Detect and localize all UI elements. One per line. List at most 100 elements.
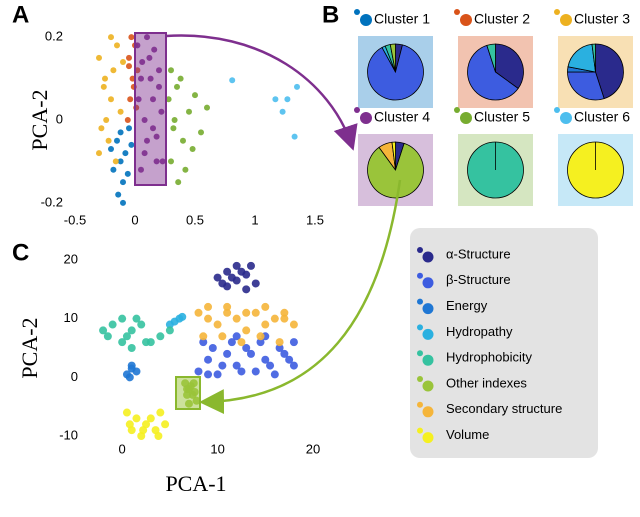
point bbox=[127, 96, 134, 103]
y-tick-label: 0 bbox=[56, 111, 63, 126]
panel-letter: A bbox=[12, 1, 29, 28]
point bbox=[126, 63, 132, 70]
point bbox=[251, 279, 260, 288]
point bbox=[165, 326, 174, 335]
legend-label: Other indexes bbox=[446, 375, 527, 390]
cluster-label: Cluster 6 bbox=[574, 109, 630, 125]
point bbox=[102, 75, 108, 82]
point bbox=[128, 34, 135, 41]
point bbox=[270, 370, 279, 379]
point bbox=[242, 326, 251, 335]
point bbox=[192, 92, 198, 99]
point bbox=[108, 320, 117, 329]
pie-slice bbox=[495, 43, 524, 90]
point bbox=[232, 361, 241, 370]
point bbox=[125, 420, 134, 429]
cluster-dot bbox=[560, 14, 572, 26]
point bbox=[153, 133, 160, 140]
point bbox=[122, 332, 131, 341]
highlight-box bbox=[175, 376, 201, 410]
y-tick-label: 10 bbox=[64, 310, 78, 325]
x-tick-label: 10 bbox=[210, 441, 224, 456]
legend-dot bbox=[422, 303, 434, 315]
point bbox=[126, 125, 132, 132]
point bbox=[232, 276, 241, 285]
y-tick-label: -0.2 bbox=[41, 194, 63, 209]
point bbox=[237, 267, 246, 276]
legend-dot bbox=[422, 328, 434, 340]
point bbox=[280, 308, 289, 317]
cluster-label: Cluster 5 bbox=[474, 109, 530, 125]
cluster-label: Cluster 3 bbox=[574, 11, 630, 27]
point bbox=[229, 77, 236, 84]
x-tick-label: 1.5 bbox=[306, 212, 324, 227]
point bbox=[237, 338, 246, 347]
point bbox=[128, 141, 135, 148]
point bbox=[246, 261, 255, 270]
x-tick-label: 0.5 bbox=[186, 212, 204, 227]
y-axis-label: PCA-2 bbox=[27, 89, 52, 150]
point bbox=[182, 166, 189, 173]
cluster-label: Cluster 1 bbox=[374, 11, 430, 27]
point bbox=[178, 312, 187, 321]
point bbox=[291, 133, 298, 140]
point bbox=[150, 125, 156, 132]
point bbox=[174, 83, 180, 90]
cluster-dot bbox=[354, 107, 360, 113]
point bbox=[175, 179, 182, 186]
legend-dot bbox=[422, 354, 434, 366]
point bbox=[122, 150, 129, 157]
legend-label: Secondary structure bbox=[446, 401, 562, 416]
point bbox=[98, 125, 105, 132]
point bbox=[117, 129, 124, 136]
point bbox=[110, 166, 117, 173]
point bbox=[118, 314, 127, 323]
pie-slice bbox=[367, 142, 424, 199]
point bbox=[154, 432, 163, 440]
point bbox=[256, 332, 265, 341]
point bbox=[96, 54, 102, 61]
point bbox=[170, 125, 177, 132]
legend-label: Energy bbox=[446, 298, 488, 313]
point bbox=[137, 320, 146, 329]
x-tick-label: 0 bbox=[119, 441, 126, 456]
point bbox=[251, 308, 260, 317]
point bbox=[115, 191, 122, 198]
point bbox=[117, 158, 124, 165]
point bbox=[127, 344, 136, 352]
legend-dot bbox=[417, 324, 423, 331]
point bbox=[213, 370, 222, 379]
legend-dot bbox=[422, 251, 434, 263]
y-tick-label: 20 bbox=[64, 251, 78, 266]
point bbox=[165, 96, 172, 103]
point bbox=[117, 108, 124, 115]
point bbox=[132, 367, 141, 376]
y-tick-label: 0 bbox=[71, 369, 78, 384]
point bbox=[242, 344, 251, 352]
point bbox=[204, 370, 213, 379]
pie-slice bbox=[389, 43, 396, 73]
point bbox=[146, 54, 153, 61]
point bbox=[124, 170, 131, 177]
point bbox=[204, 104, 210, 111]
point bbox=[99, 326, 108, 335]
point bbox=[213, 320, 222, 329]
point bbox=[161, 420, 170, 429]
point bbox=[138, 75, 144, 82]
point bbox=[261, 355, 270, 364]
point bbox=[144, 137, 150, 144]
point bbox=[158, 108, 165, 115]
point bbox=[218, 332, 227, 341]
point bbox=[168, 67, 174, 74]
point bbox=[118, 338, 127, 347]
point bbox=[120, 199, 126, 206]
point bbox=[114, 42, 120, 49]
cluster-dot bbox=[360, 14, 372, 26]
point bbox=[199, 332, 208, 341]
point bbox=[108, 34, 114, 41]
point bbox=[232, 261, 241, 270]
point bbox=[132, 414, 141, 423]
point bbox=[122, 408, 131, 417]
pie-slice bbox=[391, 141, 396, 171]
legend-dot bbox=[422, 432, 434, 444]
